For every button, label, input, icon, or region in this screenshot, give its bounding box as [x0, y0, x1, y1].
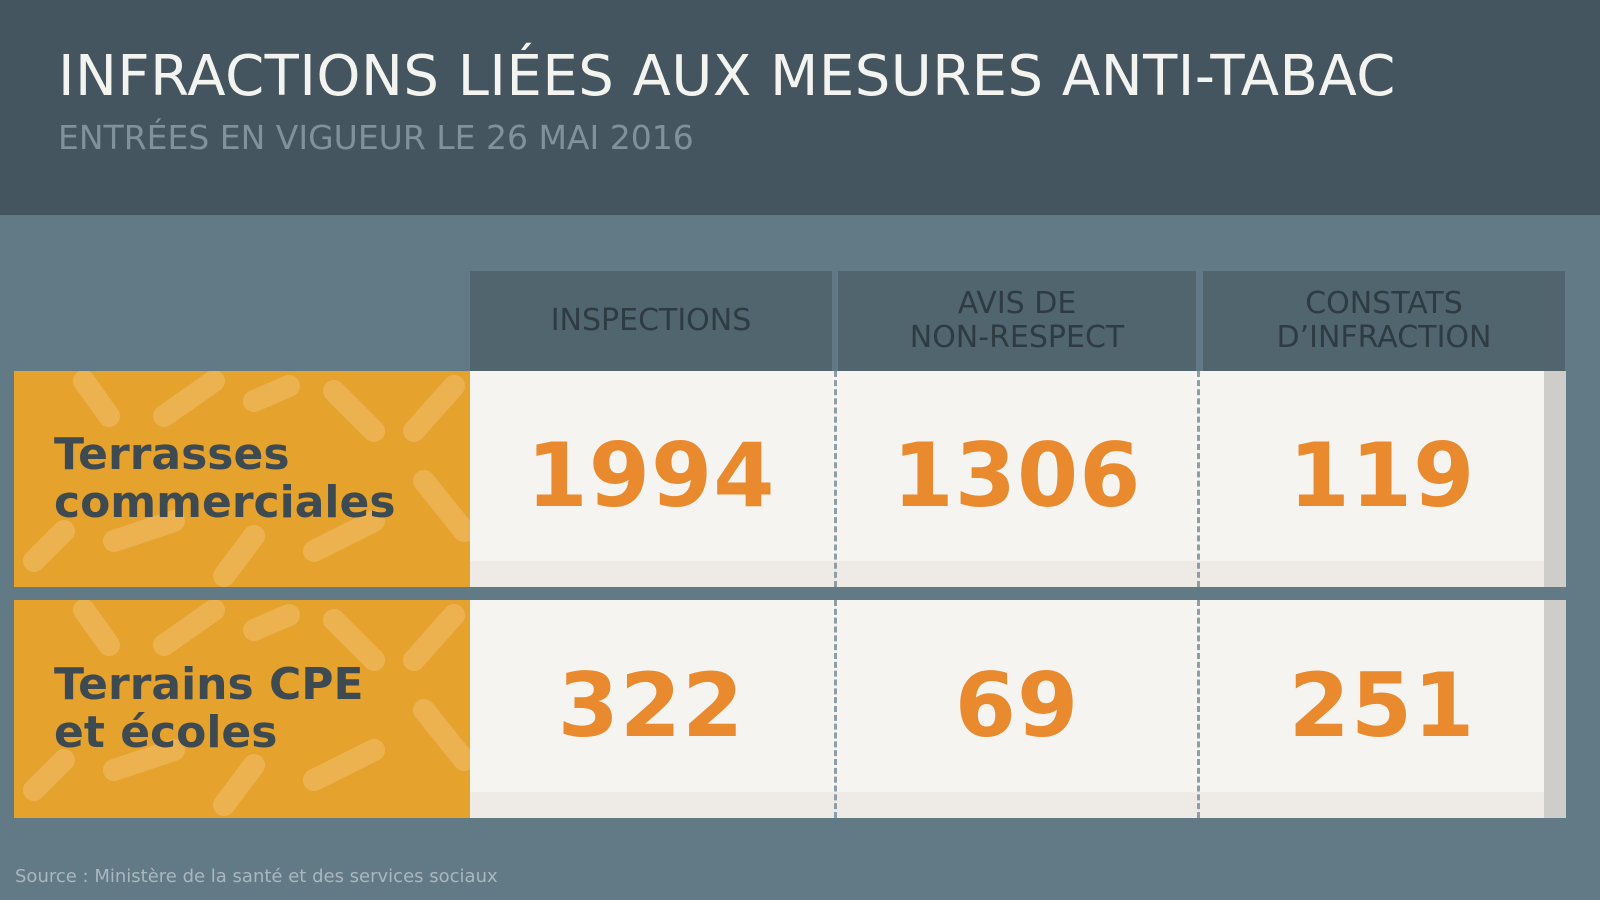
row-body-terrains — [470, 600, 1566, 818]
column-divider — [1197, 600, 1200, 818]
row-label: Terrasses commerciales — [54, 429, 396, 528]
column-divider — [834, 600, 837, 818]
page-title: INFRACTIONS LIÉES AUX MESURES ANTI-TABAC — [58, 44, 1396, 109]
column-header-inspections: INSPECTIONS — [470, 271, 832, 371]
pattern-decoration — [23, 600, 470, 816]
row-edge — [1544, 371, 1566, 587]
row-label-block-terrasses: Terrasses commerciales — [14, 371, 470, 587]
source-note: Source : Ministère de la santé et des se… — [15, 866, 498, 887]
column-header-avis: AVIS DE NON-RESPECT — [838, 271, 1196, 371]
row-label: Terrains CPE et écoles — [54, 659, 364, 758]
column-divider — [1197, 371, 1200, 587]
page-subtitle: ENTRÉES EN VIGUEUR LE 26 MAI 2016 — [58, 118, 694, 157]
value-terrasses-constats: 119 — [1288, 424, 1476, 527]
column-divider — [834, 371, 837, 587]
value-terrains-inspections: 322 — [557, 654, 745, 757]
column-header-constats: CONSTATS D’INFRACTION — [1203, 271, 1565, 371]
header-banner: INFRACTIONS LIÉES AUX MESURES ANTI-TABAC… — [0, 0, 1600, 215]
row-band — [470, 792, 1566, 818]
pattern-decoration — [23, 371, 470, 587]
value-terrains-constats: 251 — [1288, 654, 1476, 757]
value-terrasses-avis: 1306 — [892, 424, 1142, 527]
value-terrains-avis: 69 — [954, 654, 1080, 757]
row-band — [470, 561, 1566, 587]
row-label-block-terrains: Terrains CPE et écoles — [14, 600, 470, 818]
row-edge — [1544, 600, 1566, 818]
row-body-terrasses — [470, 371, 1566, 587]
value-terrasses-inspections: 1994 — [526, 424, 776, 527]
